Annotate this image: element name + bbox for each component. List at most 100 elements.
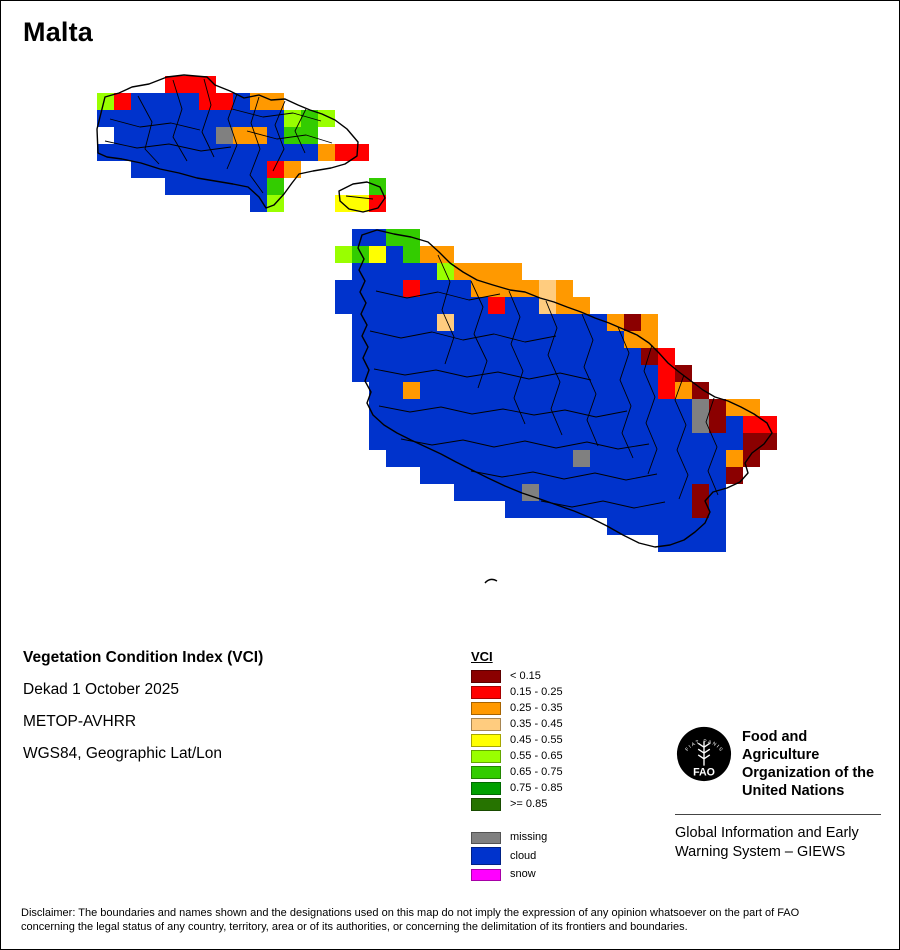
map-cell bbox=[250, 195, 267, 212]
map-cell bbox=[658, 365, 675, 382]
map-cell bbox=[454, 484, 471, 501]
map-cell bbox=[471, 331, 488, 348]
map-cell bbox=[420, 450, 437, 467]
vci-legend: VCI < 0.15 0.15 - 0.25 0.25 - 0.35 0.35 - 0… bbox=[471, 649, 563, 884]
fao-org-line: United Nations bbox=[742, 783, 845, 799]
map-cell bbox=[488, 416, 505, 433]
map-cell bbox=[488, 484, 505, 501]
map-cell bbox=[403, 229, 420, 246]
map-cell bbox=[97, 93, 114, 110]
map-cell bbox=[522, 433, 539, 450]
map-cell bbox=[505, 467, 522, 484]
map-cell bbox=[420, 331, 437, 348]
map-cell bbox=[403, 280, 420, 297]
map-cell bbox=[437, 246, 454, 263]
map-cell bbox=[233, 93, 250, 110]
map-cell bbox=[573, 331, 590, 348]
map-cell bbox=[216, 93, 233, 110]
map-cell bbox=[386, 450, 403, 467]
map-cell bbox=[675, 501, 692, 518]
map-cell bbox=[403, 416, 420, 433]
map-cell bbox=[692, 433, 709, 450]
legend-label: >= 0.85 bbox=[510, 798, 548, 810]
map-cell bbox=[573, 348, 590, 365]
map-cell bbox=[437, 433, 454, 450]
giews-label: Global Information and Early Warning Sys… bbox=[675, 824, 885, 862]
legend-title: VCI bbox=[471, 649, 493, 664]
map-cell bbox=[658, 501, 675, 518]
map-cell bbox=[556, 416, 573, 433]
map-cell bbox=[556, 314, 573, 331]
map-cell bbox=[471, 433, 488, 450]
map-cell bbox=[624, 416, 641, 433]
map-cell bbox=[437, 399, 454, 416]
map-cell bbox=[131, 161, 148, 178]
map-cell bbox=[675, 467, 692, 484]
map-cell bbox=[369, 195, 386, 212]
map-cell bbox=[352, 297, 369, 314]
map-cell bbox=[318, 144, 335, 161]
page-title: Malta bbox=[23, 17, 94, 47]
fao-branding: FIAT PANIS FAO Food and Agriculture Orga… bbox=[675, 725, 885, 862]
map-cell bbox=[301, 144, 318, 161]
legend-swatch bbox=[471, 686, 501, 699]
map-cell bbox=[131, 110, 148, 127]
map-cell bbox=[607, 365, 624, 382]
map-cell bbox=[505, 314, 522, 331]
map-cell bbox=[335, 195, 352, 212]
map-cell bbox=[675, 450, 692, 467]
map-cell bbox=[148, 161, 165, 178]
map-cell bbox=[454, 314, 471, 331]
map-cell bbox=[386, 433, 403, 450]
map-cell bbox=[216, 127, 233, 144]
map-cell bbox=[471, 348, 488, 365]
legend-row: 0.45 - 0.55 bbox=[471, 734, 563, 747]
map-cell bbox=[267, 178, 284, 195]
map-cell bbox=[420, 382, 437, 399]
map-cell bbox=[709, 433, 726, 450]
map-cell bbox=[471, 382, 488, 399]
legend-label: snow bbox=[510, 868, 536, 880]
map-cell bbox=[216, 110, 233, 127]
map-cell bbox=[471, 280, 488, 297]
map-cell bbox=[505, 331, 522, 348]
map-cell bbox=[403, 433, 420, 450]
legend-extra: missing cloud snow bbox=[471, 831, 563, 881]
map-cell bbox=[573, 467, 590, 484]
legend-swatch bbox=[471, 734, 501, 747]
map-cell bbox=[403, 263, 420, 280]
map-cell bbox=[369, 382, 386, 399]
map-cell bbox=[165, 144, 182, 161]
map-cell bbox=[624, 467, 641, 484]
legend-label: 0.15 - 0.25 bbox=[510, 686, 563, 698]
map-cell bbox=[658, 399, 675, 416]
map-cell bbox=[420, 297, 437, 314]
map-cell bbox=[539, 450, 556, 467]
map-cell bbox=[454, 399, 471, 416]
map-cell bbox=[267, 161, 284, 178]
map-cell bbox=[539, 348, 556, 365]
map-cell bbox=[624, 450, 641, 467]
map-cell bbox=[420, 348, 437, 365]
map-cell bbox=[692, 518, 709, 535]
map-cell bbox=[539, 280, 556, 297]
map-cell bbox=[658, 450, 675, 467]
map-cell bbox=[641, 467, 658, 484]
dekad-label: Dekad 1 October 2025 bbox=[23, 681, 179, 698]
map-cell bbox=[539, 297, 556, 314]
map-cell bbox=[386, 365, 403, 382]
map-cell bbox=[658, 535, 675, 552]
map-cell bbox=[114, 127, 131, 144]
map-cell bbox=[709, 484, 726, 501]
map-cell bbox=[420, 399, 437, 416]
map-cell bbox=[675, 365, 692, 382]
map-cell bbox=[607, 348, 624, 365]
brand-divider bbox=[675, 814, 881, 815]
map-cell bbox=[369, 399, 386, 416]
giews-line: Global Information and Early bbox=[675, 825, 859, 841]
map-cell bbox=[641, 382, 658, 399]
map-cell bbox=[692, 467, 709, 484]
map-cell bbox=[505, 297, 522, 314]
map-cell bbox=[556, 297, 573, 314]
map-cell bbox=[505, 365, 522, 382]
